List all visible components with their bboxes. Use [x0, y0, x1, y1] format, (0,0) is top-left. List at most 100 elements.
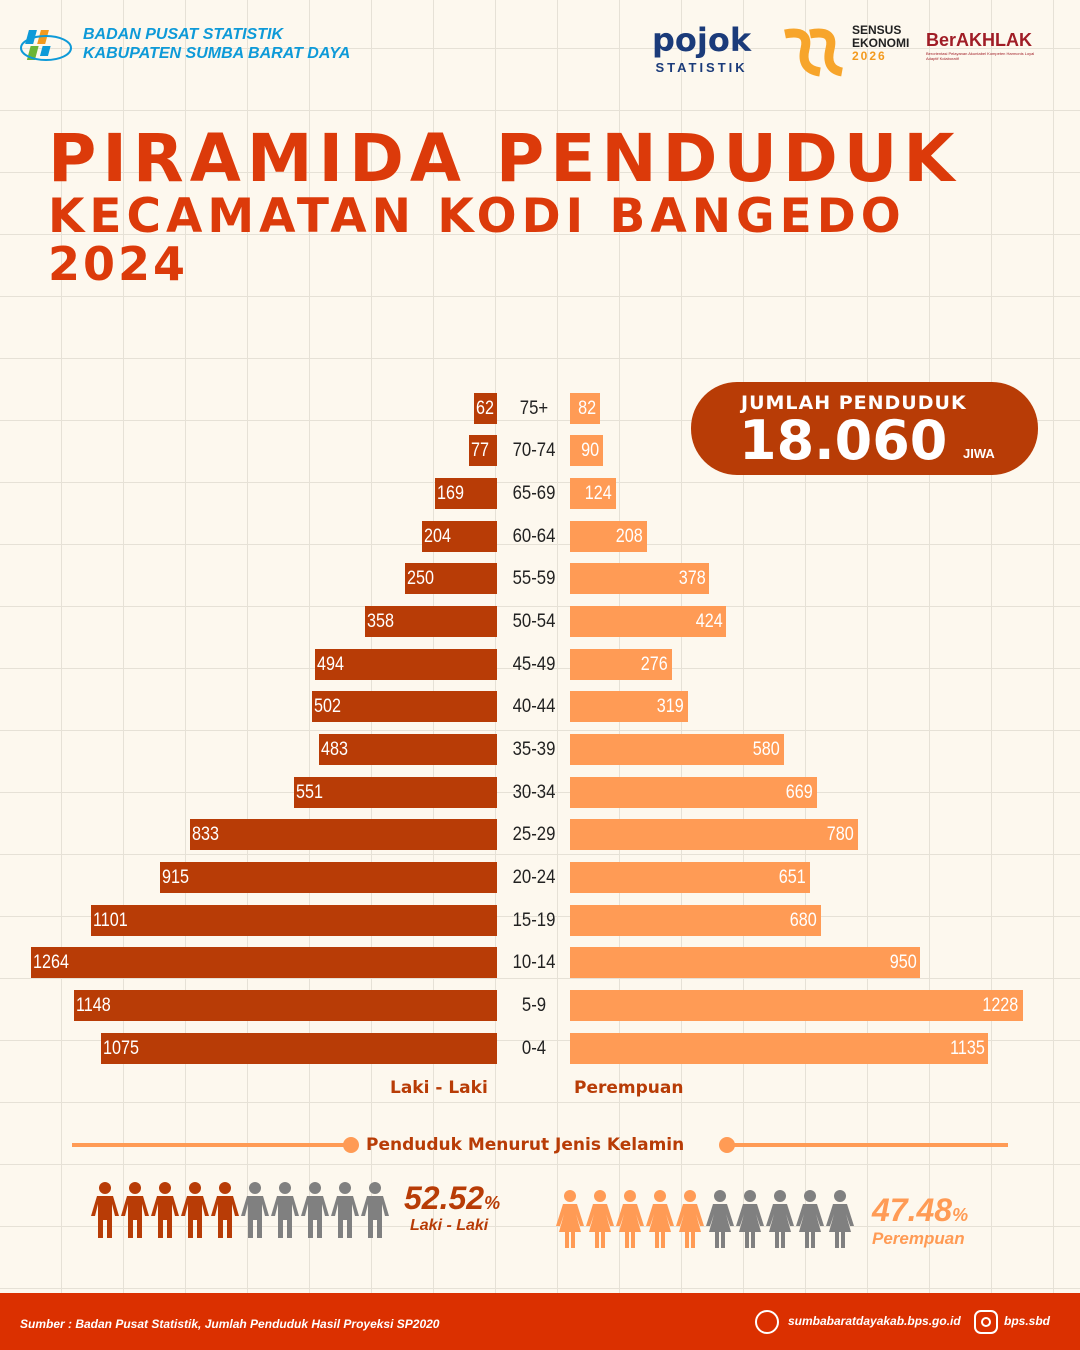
male-person-icon: [361, 1182, 389, 1238]
age-group-label: 0-4: [521, 1037, 547, 1059]
bar-female: [570, 819, 858, 851]
female-person-icon: [766, 1190, 794, 1248]
age-group-label: 50-54: [512, 610, 556, 632]
female-person-icon: [796, 1190, 824, 1248]
male-label: Laki - Laki: [410, 1217, 489, 1234]
male-person-icon: [211, 1182, 239, 1238]
label-male: 1101: [93, 909, 128, 931]
bar-female: [570, 947, 921, 979]
total-unit: JIWA: [963, 446, 995, 461]
female-person-icon: [706, 1190, 734, 1248]
section-divider-left: [72, 1143, 352, 1147]
female-label: Perempuan: [872, 1229, 965, 1248]
label-female: 580: [752, 738, 780, 760]
label-male: 1264: [32, 952, 69, 974]
source-text: Sumber : Badan Pusat Statistik, Jumlah P…: [20, 1317, 440, 1331]
bar-male: [293, 776, 497, 808]
bar-male: [434, 477, 497, 509]
female-percent: 47.48: [872, 1192, 953, 1228]
male-icons: [90, 1182, 390, 1245]
age-group-label: 10-14: [512, 952, 556, 974]
org-name: BADAN PUSAT STATISTIK: [83, 26, 283, 43]
female-person-icon: [646, 1190, 674, 1248]
label-male: 551: [295, 781, 323, 803]
bar-female: [570, 691, 688, 723]
bar-male: [100, 1032, 497, 1064]
xlabel-male: Laki - Laki: [390, 1078, 488, 1098]
male-person-icon: [271, 1182, 299, 1238]
female-icons: [555, 1190, 855, 1253]
instagram-icon: [974, 1310, 998, 1334]
label-female: 90: [581, 440, 600, 462]
label-male: 833: [191, 824, 219, 846]
label-male: 915: [161, 866, 189, 888]
label-male: 502: [313, 696, 341, 718]
label-male: 62: [476, 397, 495, 419]
berakhlak-logo: BerAKHLAK Berorientasi Pelayanan Akuntab…: [926, 30, 1035, 61]
se2026-mark-icon: [784, 28, 844, 77]
label-male: 204: [423, 525, 451, 547]
label-female: 950: [889, 952, 917, 974]
bar-female: [570, 989, 1023, 1021]
bar-male: [30, 947, 497, 979]
instagram-handle[interactable]: bps.sbd: [1004, 1314, 1051, 1328]
female-person-icon: [826, 1190, 854, 1248]
age-group-label: 75+: [519, 397, 549, 419]
xlabel-female: Perempuan: [574, 1078, 684, 1098]
bps-logo: [20, 26, 72, 68]
age-group-label: 20-24: [512, 866, 556, 888]
label-male: 250: [406, 568, 434, 590]
label-female: 424: [695, 610, 723, 632]
label-female: 378: [678, 568, 706, 590]
title-line1: PIRAMIDA PENDUDUK: [48, 120, 961, 197]
label-female: 669: [785, 781, 813, 803]
bar-female: [570, 776, 817, 808]
total-label: JUMLAH PENDUDUK: [741, 392, 967, 414]
bar-male: [468, 435, 497, 467]
female-person-icon: [616, 1190, 644, 1248]
male-percent: 52.52: [404, 1180, 485, 1216]
bar-male: [189, 819, 497, 851]
org-region: KABUPATEN SUMBA BARAT DAYA: [83, 45, 351, 62]
gender-section-title: Penduduk Menurut Jenis Kelamin: [366, 1135, 685, 1155]
bar-female: [570, 904, 821, 936]
website-link[interactable]: sumbabaratdayakab.bps.go.id: [788, 1314, 961, 1328]
male-person-icon: [121, 1182, 149, 1238]
bar-female: [570, 392, 601, 424]
bar-female: [570, 563, 710, 595]
label-male: 1075: [102, 1037, 139, 1059]
footer: Sumber : Badan Pusat Statistik, Jumlah P…: [0, 1293, 1080, 1350]
age-group-label: 30-34: [512, 781, 556, 803]
age-group-label: 45-49: [512, 653, 556, 675]
female-person-icon: [676, 1190, 704, 1248]
total-value: 18.060: [739, 409, 948, 472]
bar-female: [570, 520, 647, 552]
bar-female: [570, 733, 784, 765]
label-male: 1148: [75, 994, 111, 1016]
age-group-label: 65-69: [512, 482, 556, 504]
label-female: 208: [615, 525, 643, 547]
divider-dot-right: [719, 1137, 735, 1153]
male-person-icon: [301, 1182, 329, 1238]
title-year: 2024: [48, 237, 189, 291]
bar-male: [404, 563, 497, 595]
male-person-icon: [91, 1182, 119, 1238]
label-female: 82: [578, 397, 597, 419]
bar-female: [570, 861, 811, 893]
age-group-label: 40-44: [512, 696, 556, 718]
label-female: 1228: [982, 994, 1019, 1016]
label-female: 1135: [949, 1037, 985, 1059]
title-line2: KECAMATAN KODI BANGEDO: [48, 189, 906, 244]
bar-male: [159, 861, 497, 893]
age-group-label: 5-9: [521, 994, 547, 1016]
bar-male: [73, 989, 497, 1021]
bar-female: [570, 477, 616, 509]
divider-dot-left: [343, 1137, 359, 1153]
male-person-icon: [151, 1182, 179, 1238]
age-group-label: 25-29: [512, 824, 556, 846]
age-group-label: 35-39: [512, 738, 556, 760]
section-divider-right: [730, 1143, 1008, 1147]
male-person-icon: [241, 1182, 269, 1238]
bar-female: [570, 648, 672, 680]
pojok-statistik-logo: pojok STATISTIK: [652, 21, 752, 75]
